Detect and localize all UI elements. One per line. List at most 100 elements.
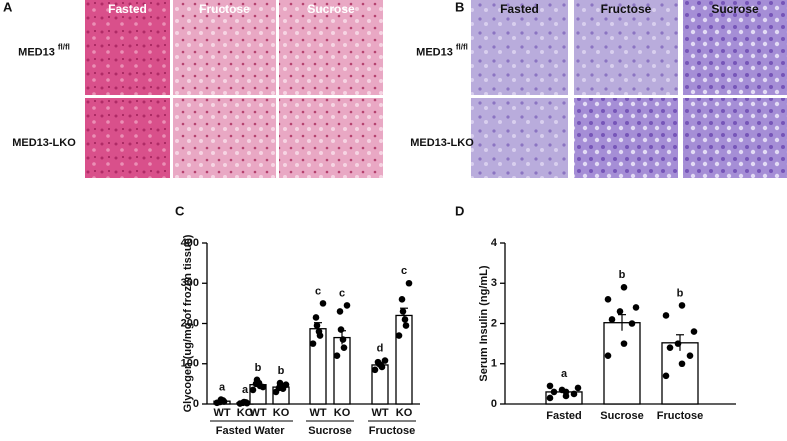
significance-letter: b: [677, 287, 684, 299]
data-point: [313, 322, 321, 329]
panel-label: C: [175, 203, 185, 218]
x-tick-label: KO: [334, 407, 351, 419]
data-point: [628, 320, 636, 327]
y-tick-label: 4: [491, 237, 498, 249]
x-tick-label: Fructose: [657, 410, 703, 422]
bar: [395, 314, 413, 405]
histology-image: [574, 0, 678, 95]
row-label: MED13-LKO: [410, 137, 474, 149]
data-point: [632, 304, 640, 311]
data-point: [405, 279, 413, 287]
x-tick-label: KO: [396, 407, 413, 419]
data-point: [686, 352, 694, 360]
data-point: [374, 358, 382, 366]
group-label: Fasted: [216, 425, 251, 436]
data-point: [259, 383, 267, 391]
histology-image: [574, 98, 678, 178]
histology-image: [471, 0, 568, 95]
y-tick-label: 2: [491, 317, 497, 329]
data-point: [343, 302, 351, 309]
x-tick-label: WT: [371, 407, 388, 419]
significance-letter: d: [377, 342, 384, 354]
data-point: [401, 316, 409, 323]
histology-image: [471, 98, 568, 178]
data-point: [674, 340, 682, 347]
y-tick-label: 300: [181, 277, 199, 289]
y-tick-label: 1: [491, 358, 497, 370]
data-point: [381, 357, 389, 364]
data-point: [550, 388, 558, 396]
data-point: [402, 322, 410, 329]
histology-image: [85, 98, 170, 178]
data-point: [252, 380, 260, 388]
row-label-text: MED13-LKO: [410, 137, 474, 149]
significance-letter: a: [219, 381, 226, 393]
significance-letter: c: [315, 285, 321, 297]
data-point: [574, 384, 582, 392]
row-label-sup: fl/fl: [58, 43, 70, 52]
data-point: [562, 388, 570, 396]
data-point: [371, 366, 379, 374]
data-point: [620, 283, 628, 291]
group-label: Sucrose: [308, 425, 351, 436]
significance-letter: a: [242, 384, 249, 396]
data-point: [616, 308, 624, 315]
data-point: [319, 300, 327, 307]
row-label-sup: fl/fl: [456, 43, 468, 52]
x-tick-label: WT: [249, 407, 266, 419]
data-point: [275, 384, 283, 392]
data-point: [315, 328, 323, 335]
data-point: [398, 296, 406, 303]
data-point: [399, 308, 407, 315]
data-point: [309, 340, 317, 347]
x-tick-label: Sucrose: [600, 410, 643, 422]
data-point: [339, 336, 347, 343]
panel-label: A: [3, 0, 13, 14]
y-tick-label: 0: [193, 398, 199, 410]
x-tick-label: KO: [237, 407, 254, 419]
column-header: Fasted: [108, 2, 147, 16]
significance-letter: c: [401, 265, 407, 277]
significance-letter: b: [278, 365, 285, 377]
panel-label: D: [455, 203, 464, 218]
group-label: Fructose: [369, 425, 415, 436]
data-point: [312, 314, 320, 321]
data-point: [678, 302, 686, 309]
data-point: [570, 390, 578, 398]
row-label: MED13 fl/fl: [416, 43, 468, 59]
histology-image: [173, 0, 276, 95]
x-tick-label: Fasted: [546, 410, 581, 422]
column-header: Fructose: [199, 2, 250, 16]
y-tick-label: 3: [491, 277, 497, 289]
group-label: Water: [254, 425, 285, 436]
histology-image: [173, 98, 276, 178]
data-point: [662, 312, 670, 319]
histology-image: [279, 98, 383, 178]
histology-image: [683, 0, 787, 95]
bar: [309, 328, 327, 405]
column-header: Fasted: [500, 2, 539, 16]
significance-letter: c: [339, 287, 345, 299]
data-point: [249, 386, 257, 394]
column-header: Fructose: [601, 2, 652, 16]
data-point: [662, 372, 670, 380]
histology-image: [683, 98, 787, 178]
histology-image: [85, 0, 170, 95]
row-label: MED13-LKO: [12, 137, 76, 149]
data-point: [546, 382, 554, 390]
row-label: MED13 fl/fl: [18, 43, 70, 59]
row-label-text: MED13-LKO: [12, 137, 76, 149]
row-label-text: MED13: [416, 46, 453, 58]
data-point: [340, 344, 348, 351]
data-point: [337, 326, 345, 333]
data-point: [282, 381, 290, 388]
data-point: [239, 399, 247, 407]
row-label-text: MED13: [18, 46, 55, 58]
data-point: [395, 332, 403, 339]
x-tick-label: WT: [213, 407, 230, 419]
data-point: [604, 352, 612, 360]
y-tick-label: 400: [181, 237, 199, 249]
x-tick-label: KO: [273, 407, 290, 419]
significance-letter: a: [561, 368, 568, 380]
y-axis-label: Glycogen (ug/mg of frozen tissue): [182, 234, 194, 412]
